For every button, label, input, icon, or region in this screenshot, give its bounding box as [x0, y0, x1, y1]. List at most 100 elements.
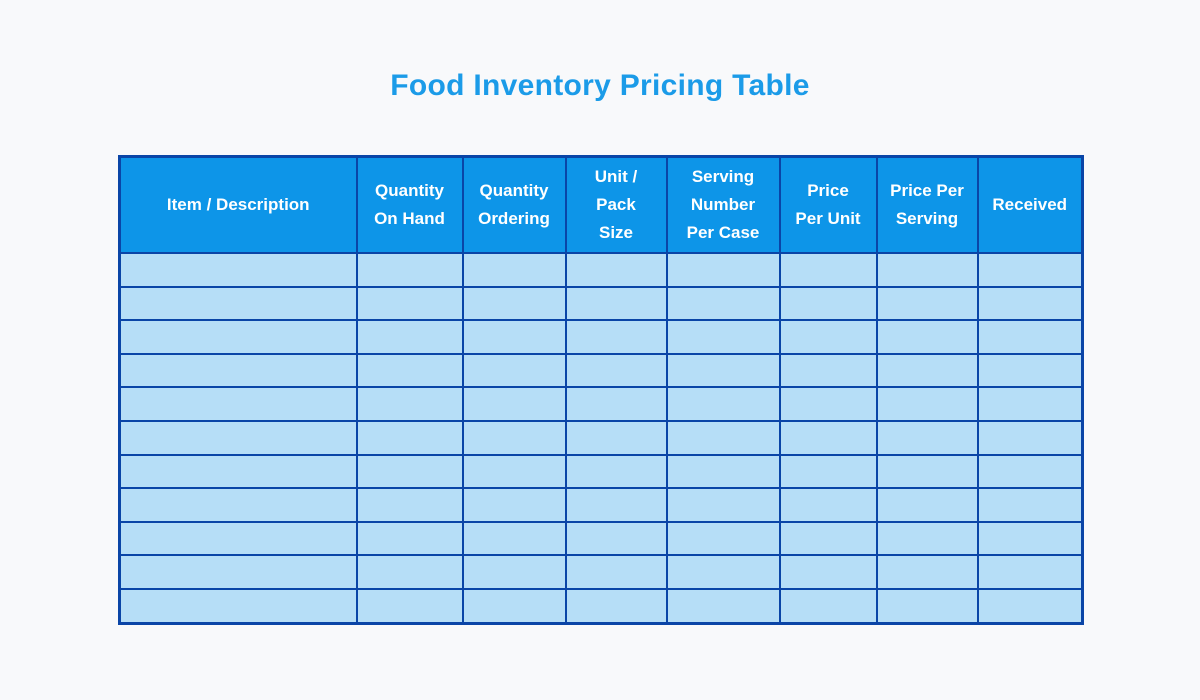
- table-cell: [118, 319, 358, 355]
- table-cell: [778, 285, 878, 322]
- column-header: Quantity Ordering: [461, 155, 567, 254]
- table-cell: [875, 453, 979, 490]
- table-cell: [778, 587, 878, 625]
- column-header: Quantity On Hand: [355, 155, 464, 254]
- table-row: [118, 453, 1084, 490]
- column-header: Price Per Unit: [778, 155, 878, 254]
- table-cell: [875, 554, 979, 590]
- table-cell: [875, 587, 979, 625]
- table-cell: [976, 285, 1084, 322]
- column-header: Unit / Pack Size: [564, 155, 668, 254]
- table-cell: [665, 554, 781, 590]
- table-cell: [778, 554, 878, 590]
- table-cell: [778, 487, 878, 523]
- table-cell: [778, 419, 878, 456]
- column-header: Serving Number Per Case: [665, 155, 781, 254]
- table-cell: [665, 453, 781, 490]
- table-cell: [461, 453, 567, 490]
- table-cell: [778, 252, 878, 288]
- column-header: Item / Description: [118, 155, 358, 254]
- table-cell: [461, 520, 567, 557]
- table-cell: [355, 453, 464, 490]
- table-cell: [118, 520, 358, 557]
- table-cell: [355, 587, 464, 625]
- table-cell: [355, 419, 464, 456]
- table-cell: [355, 487, 464, 523]
- table-cell: [665, 487, 781, 523]
- table-cell: [665, 386, 781, 422]
- table-cell: [355, 352, 464, 389]
- table-cell: [461, 352, 567, 389]
- table-cell: [976, 520, 1084, 557]
- header-row: Item / Description Quantity On Hand Quanti…: [118, 155, 1084, 254]
- table-cell: [564, 587, 668, 625]
- table-cell: [564, 419, 668, 456]
- table-row: [118, 419, 1084, 456]
- table-cell: [564, 453, 668, 490]
- table-cell: [976, 453, 1084, 490]
- inventory-table: Item / Description Quantity On Hand Quanti…: [118, 155, 1084, 625]
- table-cell: [118, 386, 358, 422]
- table-cell: [875, 487, 979, 523]
- table-cell: [461, 386, 567, 422]
- table-cell: [355, 386, 464, 422]
- table-cell: [118, 285, 358, 322]
- table-cell: [355, 285, 464, 322]
- table-cell: [778, 352, 878, 389]
- table-cell: [665, 319, 781, 355]
- table-row: [118, 554, 1084, 590]
- table-container: Item / Description Quantity On Hand Quanti…: [118, 155, 1084, 625]
- table-cell: [461, 554, 567, 590]
- table-cell: [118, 252, 358, 288]
- table-cell: [976, 319, 1084, 355]
- table-cell: [564, 319, 668, 355]
- table-cell: [355, 554, 464, 590]
- table-row: [118, 319, 1084, 355]
- table-cell: [461, 587, 567, 625]
- table-cell: [778, 319, 878, 355]
- table-cell: [461, 487, 567, 523]
- table-row: [118, 252, 1084, 288]
- column-header: Price Per Serving: [875, 155, 979, 254]
- table-cell: [875, 352, 979, 389]
- table-cell: [564, 520, 668, 557]
- table-row: [118, 352, 1084, 389]
- table-cell: [875, 285, 979, 322]
- table-cell: [461, 419, 567, 456]
- table-row: [118, 487, 1084, 523]
- table-row: [118, 520, 1084, 557]
- table-cell: [875, 319, 979, 355]
- column-header: Received: [976, 155, 1084, 254]
- table-cell: [564, 386, 668, 422]
- table-cell: [665, 352, 781, 389]
- table-cell: [665, 419, 781, 456]
- table-cell: [875, 419, 979, 456]
- table-row: [118, 285, 1084, 322]
- table-cell: [976, 587, 1084, 625]
- table-cell: [118, 453, 358, 490]
- table-cell: [461, 319, 567, 355]
- page-title: Food Inventory Pricing Table: [390, 69, 810, 102]
- table-cell: [778, 453, 878, 490]
- table-cell: [976, 386, 1084, 422]
- table-cell: [118, 554, 358, 590]
- table-cell: [976, 419, 1084, 456]
- table-cell: [665, 587, 781, 625]
- table-cell: [778, 520, 878, 557]
- table-row: [118, 587, 1084, 625]
- table-cell: [976, 252, 1084, 288]
- table-cell: [875, 386, 979, 422]
- table-cell: [564, 252, 668, 288]
- table-cell: [875, 252, 979, 288]
- table-cell: [461, 252, 567, 288]
- table-row: [118, 386, 1084, 422]
- table-cell: [461, 285, 567, 322]
- table-cell: [355, 520, 464, 557]
- table-body: [118, 252, 1084, 625]
- table-cell: [564, 352, 668, 389]
- table-cell: [564, 554, 668, 590]
- table-cell: [118, 487, 358, 523]
- table-cell: [118, 352, 358, 389]
- table-cell: [665, 252, 781, 288]
